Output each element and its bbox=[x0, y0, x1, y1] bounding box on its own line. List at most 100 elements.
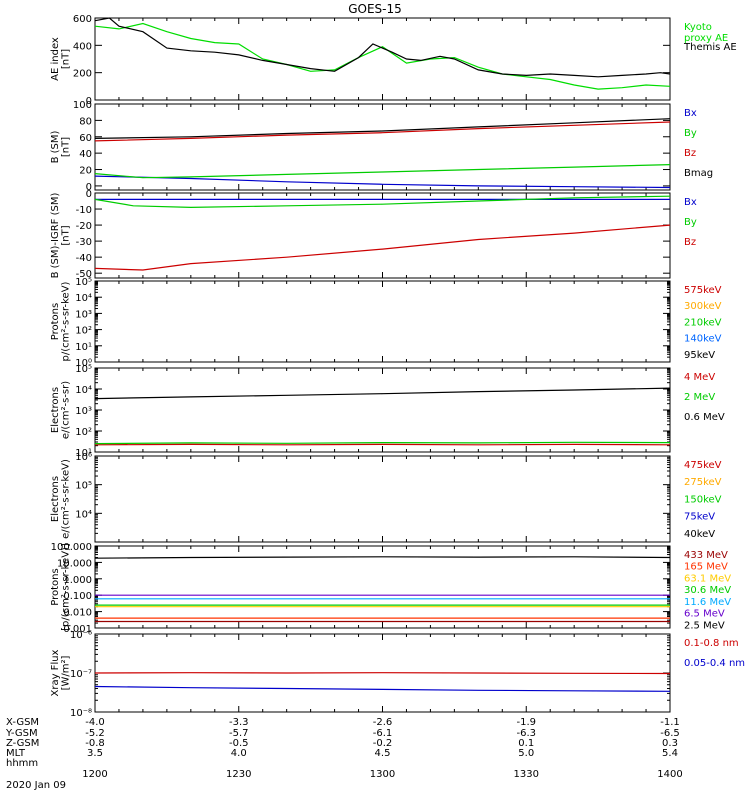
legend-entry: 575keV bbox=[684, 285, 722, 296]
legend-entry-line: 11.6 MeV bbox=[684, 597, 731, 608]
y-axis-label: B (SM)-IGRF (SM)[nT] bbox=[50, 193, 72, 279]
legend-entry: 475keV bbox=[684, 460, 722, 471]
legend-entry-line: 75keV bbox=[684, 512, 715, 523]
legend-entry: Bx bbox=[684, 197, 697, 208]
legend-entry: Bx bbox=[684, 108, 697, 119]
series-protons_hepad-2-5-mev bbox=[95, 557, 670, 558]
legend-entry-line: 210keV bbox=[684, 317, 722, 328]
legend-entry-line: 300keV bbox=[684, 301, 722, 312]
legend-entry-line: 63.1 MeV bbox=[684, 573, 731, 584]
y-tick-label: -30 bbox=[76, 237, 92, 248]
legend-entry-line: By bbox=[684, 217, 697, 228]
y-tick-label: 10² bbox=[75, 427, 92, 438]
x-row-value: -3.3 bbox=[229, 717, 249, 728]
y-tick-label: 10³ bbox=[75, 309, 92, 320]
y-tick-label: -10 bbox=[76, 205, 92, 216]
legend-entry: Themis AE bbox=[683, 42, 737, 53]
x-row-value: 4.5 bbox=[375, 748, 391, 759]
legend-entry-line: 0.1-0.8 nm bbox=[684, 638, 739, 649]
series-ae-kyoto-proxy-ae bbox=[95, 24, 670, 90]
legend-entry: Bz bbox=[684, 148, 696, 159]
legend-entry-line: 40keV bbox=[684, 529, 715, 540]
y-axis-label: B (SM)[nT] bbox=[50, 130, 72, 163]
legend-entry: 11.6 MeV bbox=[684, 597, 731, 608]
y-axis-label-line: B (SM)-IGRF (SM) bbox=[50, 193, 61, 279]
legend-entry-line: 275keV bbox=[684, 477, 722, 488]
y-axis-label-line: [nT] bbox=[61, 225, 72, 245]
legend-entry: 140keV bbox=[684, 334, 722, 345]
legend-entry-line: Bz bbox=[684, 148, 696, 159]
x-row-value: 1330 bbox=[514, 769, 539, 780]
x-row-value: 3.5 bbox=[87, 748, 103, 759]
y-axis-label-line: e/(cm²-s-sr) bbox=[61, 381, 72, 439]
y-axis-label-line: [W/m²] bbox=[61, 655, 72, 690]
legend-entry: 30.6 MeV bbox=[684, 585, 731, 596]
legend-entry: 6.5 MeV bbox=[684, 609, 725, 620]
y-axis-label-line: Protons bbox=[50, 568, 61, 605]
legend-entry: 2.5 MeV bbox=[684, 620, 725, 631]
y-tick-label: 60 bbox=[79, 133, 92, 144]
legend-entry-line: 30.6 MeV bbox=[684, 585, 731, 596]
y-tick-label: 200 bbox=[73, 69, 92, 80]
y-axis-label-line: AE index bbox=[50, 37, 61, 81]
panel-frame bbox=[95, 546, 670, 628]
panel-electrons_maged: 10⁴10⁵10⁶Electronse/(cm²-s-sr-keV)475keV… bbox=[50, 452, 722, 542]
y-axis-label-line: [nT] bbox=[61, 49, 72, 69]
y-tick-label: 0 bbox=[86, 189, 92, 200]
legend-entry: By bbox=[684, 128, 697, 139]
x-row-value: 4.0 bbox=[231, 748, 247, 759]
y-tick-label: 10⁶ bbox=[75, 452, 92, 463]
y-axis-label-line: [p/(cm²-s-sr-keV)] bbox=[61, 543, 72, 631]
x-row-value: 1300 bbox=[370, 769, 395, 780]
y-tick-label: 400 bbox=[73, 41, 92, 52]
y-tick-label: 10⁵ bbox=[75, 481, 92, 492]
y-tick-label: -40 bbox=[76, 253, 92, 264]
legend-entry-line: Bx bbox=[684, 108, 697, 119]
legend-entry-line: 165 MeV bbox=[684, 562, 728, 573]
x-row-value: -1.1 bbox=[660, 717, 680, 728]
y-tick-label: 10⁵ bbox=[75, 277, 92, 288]
series-b-bmag bbox=[95, 119, 670, 139]
legend-entry: Bmag bbox=[684, 168, 713, 179]
panel-protons_hepad: 0.0010.0100.1001.00010.000100.000Protons… bbox=[50, 542, 731, 635]
plot-title: GOES-15 bbox=[348, 2, 402, 16]
series-electrons_epead-0-6-mev bbox=[95, 388, 670, 399]
y-axis-label-line: p/(cm²-s-sr-keV) bbox=[61, 281, 72, 361]
legend-entry-line: 140keV bbox=[684, 334, 722, 345]
legend-entry-line: 2.5 MeV bbox=[684, 620, 725, 631]
legend-entry: 40keV bbox=[684, 529, 715, 540]
panel-frame bbox=[95, 281, 670, 362]
legend-entry: 150keV bbox=[684, 494, 722, 505]
panel-protons_epead: 10⁰10¹10²10³10⁴10⁵Protonsp/(cm²-s-sr-keV… bbox=[50, 277, 722, 369]
legend-entry: 275keV bbox=[684, 477, 722, 488]
y-axis-label-line: Electrons bbox=[50, 387, 61, 433]
y-axis-label: AE index[nT] bbox=[50, 37, 72, 81]
series-bigrf-bz bbox=[95, 225, 670, 270]
legend-entry-line: By bbox=[684, 128, 697, 139]
x-row-label: hhmm bbox=[6, 758, 38, 769]
legend-entry-line: 0.6 MeV bbox=[684, 412, 725, 423]
y-tick-label: 10¹ bbox=[75, 342, 92, 353]
legend-entry: By bbox=[684, 217, 697, 228]
legend-entry: 0.6 MeV bbox=[684, 412, 725, 423]
y-axis-label-line: e/(cm²-s-sr-keV) bbox=[61, 459, 72, 539]
y-axis-label-line: B (SM) bbox=[50, 130, 61, 163]
x-row-value: -2.6 bbox=[373, 717, 393, 728]
series-xray-0-1-0-8-nm bbox=[95, 673, 670, 674]
x-row-value: 5.0 bbox=[518, 748, 534, 759]
y-axis-label-line: Xray Flux bbox=[50, 649, 61, 696]
y-tick-label: 600 bbox=[73, 14, 92, 25]
x-axis-table: X-GSM-4.0-3.3-2.6-1.9-1.1Y-GSM-5.2-5.7-6… bbox=[5, 717, 683, 791]
y-tick-label: 10⁻⁷ bbox=[70, 669, 92, 680]
y-axis-label-line: Protons bbox=[50, 303, 61, 340]
legend-entry-line: 433 MeV bbox=[684, 550, 728, 561]
series-xray-0-05-0-4-nm bbox=[95, 687, 670, 692]
y-tick-label: 20 bbox=[79, 166, 92, 177]
y-axis-label: Protons[p/(cm²-s-sr-keV)] bbox=[50, 543, 72, 631]
y-tick-label: 10³ bbox=[75, 406, 92, 417]
series-b-by bbox=[95, 165, 670, 178]
legend-entry-line: Themis AE bbox=[683, 42, 737, 53]
y-tick-label: 80 bbox=[79, 116, 92, 127]
